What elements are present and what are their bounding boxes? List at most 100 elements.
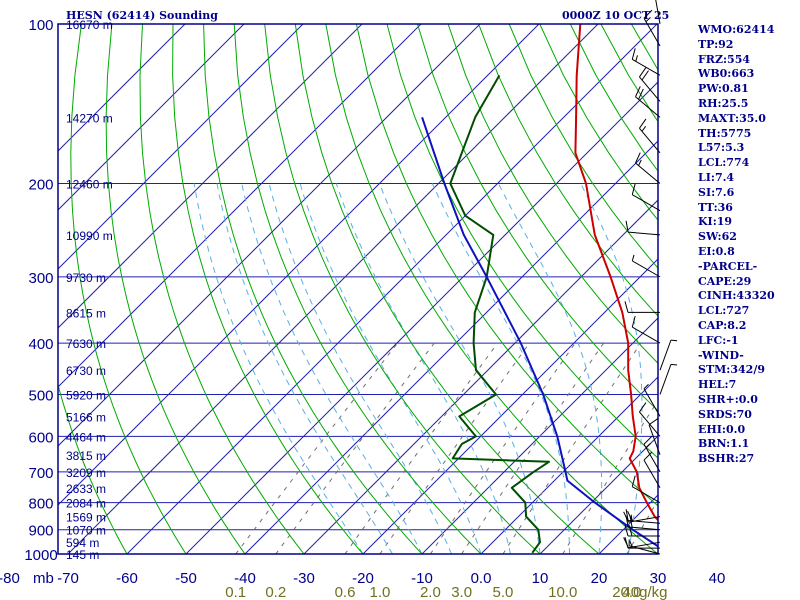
mixing-ratio-label: 3.0 (451, 584, 472, 600)
dry-adiabat-line (139, 24, 305, 554)
wind-barb (655, 0, 661, 25)
dry-adiabat-line (417, 24, 658, 412)
pressure-tick-label: 900 (28, 523, 53, 540)
wind-barb (631, 315, 661, 344)
mixing-ratio-lines (235, 342, 658, 554)
wind-barb (625, 220, 661, 236)
pressure-unit-label: mb (33, 570, 54, 587)
isotherm-line (776, 24, 800, 554)
dry-adiabat-line (355, 24, 658, 507)
index-item: WB0:663 (698, 67, 755, 81)
height-label: 5166 m (66, 410, 106, 424)
dry-adiabat-line (264, 24, 541, 554)
height-label: 145 m (66, 548, 99, 562)
index-item: HEL:7 (698, 378, 737, 392)
mixing-ratio-label: 40g/kg (622, 584, 667, 600)
height-label: 2084 m (66, 497, 106, 511)
wind-barb (643, 451, 661, 489)
chart-title: HESN (62414) Sounding (66, 9, 218, 22)
dry-adiabat-line (70, 24, 187, 554)
dry-adiabat-line (233, 24, 482, 554)
sounding-profiles (421, 24, 658, 554)
index-item: KI:19 (698, 215, 733, 229)
moist-adiabat-line (241, 183, 423, 554)
wind-barb (639, 67, 661, 102)
wind-barb (624, 301, 660, 313)
temperature-tick-label: -10 (411, 570, 433, 587)
index-item: BSHR:27 (698, 452, 755, 466)
isotherm-line (421, 317, 658, 554)
isotherm-line (185, 81, 658, 554)
isotherm-line (303, 199, 658, 554)
height-label: 5920 m (66, 388, 106, 402)
index-item: MAXT:35.0 (698, 111, 766, 125)
wind-barb (631, 48, 661, 76)
moist-adiabat-line (216, 183, 393, 554)
index-item: L57:5.3 (698, 141, 745, 155)
temperature-tick-label: -40 (234, 570, 256, 587)
wind-barb (639, 402, 661, 437)
dry-adiabat-line (447, 24, 658, 364)
pressure-tick-label: 700 (28, 465, 53, 482)
index-item: SI:7.6 (698, 185, 735, 199)
index-item: LFC:-1 (698, 333, 739, 347)
mixing-ratio-label: 10.0 (548, 584, 577, 600)
mixing-ratio-line (275, 342, 435, 554)
temperature-tick-label: -30 (293, 570, 315, 587)
wind-barb (648, 417, 661, 456)
index-item: -WIND- (698, 348, 744, 362)
moist-adiabat-line (299, 183, 482, 554)
temperature-tick-label: -80 (0, 570, 20, 587)
dry-adiabat-line (105, 24, 246, 554)
wind-barb (643, 435, 661, 473)
moist-adiabat-line (193, 183, 364, 554)
plot-border (57, 23, 659, 555)
pressure-tick-label: 600 (28, 429, 53, 446)
dry-adiabat-line (294, 24, 600, 554)
index-item: EHI:0.0 (698, 422, 746, 436)
isotherm-line (362, 258, 658, 554)
dry-adiabat-line (478, 24, 658, 317)
pressure-tick-label: 300 (28, 270, 53, 287)
index-item: TH:5775 (698, 126, 752, 140)
mixing-ratio-label: 2.0 (420, 584, 441, 600)
wind-barb (631, 254, 661, 278)
isotherm-line (58, 24, 422, 388)
index-item: TT:36 (698, 200, 733, 214)
dry-adiabat-line (508, 24, 658, 269)
dry-adiabat-line (386, 24, 658, 459)
index-item: LI:7.4 (698, 170, 735, 184)
wind-barb (635, 86, 661, 118)
dry-adiabat-line (58, 382, 128, 554)
index-item: WMO:62414 (698, 23, 775, 36)
axis-labels: 100 200 300 400 500 600 700 800 900 1000-80 -70 -60… (0, 17, 725, 600)
plot-area (58, 24, 658, 554)
index-item: SHR+:0.0 (698, 392, 758, 406)
index-item: SW:62 (698, 230, 737, 244)
mixing-ratio-line (461, 342, 605, 554)
plot-frame (57, 23, 659, 555)
pressure-tick-label: 400 (28, 336, 53, 353)
index-item: TP:92 (698, 37, 734, 51)
mixing-ratio-line (344, 342, 499, 554)
wind-barb (639, 118, 661, 154)
pressure-tick-label: 1000 (24, 547, 57, 564)
mixing-ratio-label: 5.0 (493, 584, 514, 600)
index-item: PW:0.81 (698, 82, 749, 96)
height-label: 12460 m (66, 178, 113, 192)
temperature-tick-label: -20 (352, 570, 374, 587)
mixing-ratio-label: 20.0 (612, 584, 641, 600)
index-item: BRN:1.1 (698, 437, 750, 451)
mixing-ratio-label: 0.1 (225, 584, 246, 600)
wind-barb (643, 9, 661, 47)
mixing-ratio-label: 0.2 (265, 584, 286, 600)
index-item: STM:342/9 (698, 363, 765, 377)
wind-barb (643, 384, 661, 417)
height-label: 4464 m (66, 430, 106, 444)
wind-barb (659, 363, 678, 395)
dry-adiabat-line (784, 24, 800, 554)
temperature-tick-label: 0.0 (471, 570, 492, 587)
temperature-tick-label: -60 (116, 570, 138, 587)
